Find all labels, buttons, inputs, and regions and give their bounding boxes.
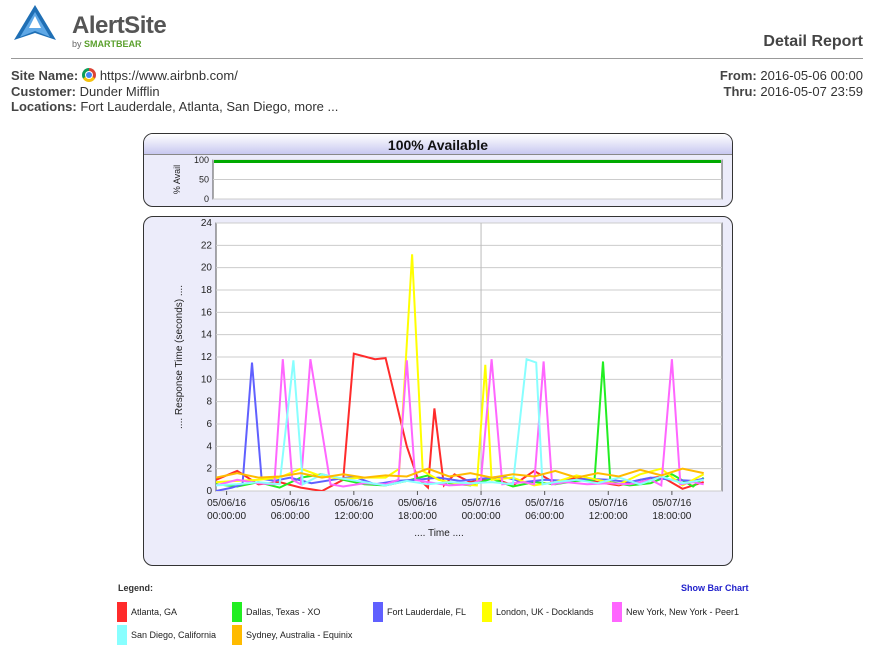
locations-label: Locations: xyxy=(11,99,77,114)
legend-swatch xyxy=(482,602,492,622)
customer-row: Customer: Dunder Mifflin xyxy=(11,84,338,100)
thru-row: Thru: 2016-05-07 23:59 xyxy=(720,83,864,100)
alertsite-logo: AlertSite by SMARTBEAR xyxy=(10,4,180,50)
response-y-tick-label: 16 xyxy=(201,307,213,318)
legend-label: Atlanta, GA xyxy=(131,607,178,617)
legend-label: Fort Lauderdale, FL xyxy=(387,607,467,617)
response-x-tick-time: 06:00:00 xyxy=(271,511,310,522)
response-x-tick-time: 18:00:00 xyxy=(398,511,437,522)
legend-item: Atlanta, GA xyxy=(117,602,177,622)
response-x-tick-label: 05/06/16 xyxy=(334,498,373,509)
from-value: 2016-05-06 00:00 xyxy=(760,68,863,83)
response-x-tick-time: 00:00:00 xyxy=(207,511,246,522)
response-x-tick-label: 05/07/16 xyxy=(652,498,691,509)
legend-swatch xyxy=(117,602,127,622)
availability-tick-label: 50 xyxy=(199,175,209,185)
response-y-tick-label: 0 xyxy=(206,486,212,497)
legend-item: Sydney, Australia - Equinix xyxy=(232,625,352,645)
page-title: Detail Report xyxy=(763,33,863,50)
customer-value: Dunder Mifflin xyxy=(79,83,160,99)
legend-swatch xyxy=(232,602,242,622)
legend-swatch xyxy=(232,625,242,645)
availability-tick-label: 0 xyxy=(204,194,209,204)
legend-item: London, UK - Docklands xyxy=(482,602,594,622)
response-y-tick-label: 12 xyxy=(201,352,213,363)
response-y-tick-label: 24 xyxy=(201,218,213,229)
thru-value: 2016-05-07 23:59 xyxy=(760,83,863,99)
alertsite-emblem-icon xyxy=(14,5,56,40)
thru-label: Thru: xyxy=(723,83,757,99)
response-series-group xyxy=(216,254,705,491)
response-y-tick-label: 22 xyxy=(201,240,213,251)
site-name-label: Site Name: xyxy=(11,68,79,83)
response-y-tick-label: 8 xyxy=(206,397,212,408)
availability-series-line xyxy=(214,160,721,163)
response-y-tick-label: 18 xyxy=(201,285,213,296)
response-y-tick-label: 4 xyxy=(206,441,212,452)
response-y-tick-label: 20 xyxy=(201,263,213,274)
response-x-tick-time: 12:00:00 xyxy=(334,511,373,522)
availability-panel: 100% Available 0 50 100 % Avail xyxy=(143,133,733,207)
response-x-tick-time: 00:00:00 xyxy=(462,511,501,522)
legend-item: Fort Lauderdale, FL xyxy=(373,602,466,622)
site-name-row: Site Name: https://www.airbnb.com/ xyxy=(11,68,338,84)
legend-label: San Diego, California xyxy=(131,630,217,640)
response-x-tick-label: 05/07/16 xyxy=(462,498,501,509)
response-y-axis-label: .... Response Time (seconds) .... xyxy=(174,285,185,429)
response-y-tick-label: 14 xyxy=(201,330,213,341)
from-row: From: 2016-05-06 00:00 xyxy=(720,68,863,84)
response-y-tick-label: 2 xyxy=(206,464,212,475)
response-x-tick-label: 05/06/16 xyxy=(398,498,437,509)
availability-tick-label: 100 xyxy=(194,155,209,165)
response-x-tick-time: 18:00:00 xyxy=(652,511,691,522)
from-label: From: xyxy=(719,68,757,83)
legend-label: London, UK - Docklands xyxy=(496,607,594,617)
response-x-tick-time: 12:00:00 xyxy=(589,511,628,522)
response-x-axis-label: .... Time .... xyxy=(414,528,463,539)
response-time-chart: 02468101214161820222405/06/1600:00:0005/… xyxy=(174,218,723,539)
locations-row: Locations: Fort Lauderdale, Atlanta, San… xyxy=(11,99,338,115)
response-x-tick-label: 05/06/16 xyxy=(207,498,246,509)
site-info: Site Name: https://www.airbnb.com/ Custo… xyxy=(11,68,338,115)
response-x-tick-time: 06:00:00 xyxy=(525,511,564,522)
availability-chart: 0 50 100 % Avail xyxy=(172,155,723,204)
response-y-tick-label: 10 xyxy=(201,374,213,385)
response-x-tick-label: 05/07/16 xyxy=(525,498,564,509)
series-line-6 xyxy=(216,357,704,487)
legend-item: New York, New York - Peer1 xyxy=(612,602,739,622)
site-name-value: https://www.airbnb.com/ xyxy=(99,68,238,83)
legend-swatch xyxy=(373,602,383,622)
legend-label: Sydney, Australia - Equinix xyxy=(246,630,353,640)
chrome-icon xyxy=(81,68,96,82)
legend-swatch xyxy=(117,625,127,645)
header-divider xyxy=(11,58,863,59)
legend-label: New York, New York - Peer1 xyxy=(626,607,740,617)
logo-byline: by SMARTBEAR xyxy=(72,39,142,49)
response-x-tick-label: 05/06/16 xyxy=(271,498,310,509)
legend-label: Dallas, Texas - XO xyxy=(246,607,321,617)
response-y-tick-label: 6 xyxy=(206,419,212,430)
legend-item: San Diego, California xyxy=(117,625,216,645)
legend-item: Dallas, Texas - XO xyxy=(232,602,320,622)
response-x-tick-label: 05/07/16 xyxy=(589,498,628,509)
locations-value: Fort Lauderdale, Atlanta, San Diego, mor… xyxy=(80,99,339,114)
availability-title: 100% Available xyxy=(144,134,732,155)
show-bar-chart-link[interactable]: Show Bar Chart xyxy=(681,583,749,593)
legend-swatch xyxy=(612,602,622,622)
logo-brand-name: AlertSite xyxy=(72,12,167,39)
response-time-panel: 0 2 4 6 8 10 12 14 16 18 20 22 24 05/06/16 00:00:00 05/… xyxy=(143,216,733,566)
availability-y-label: % Avail xyxy=(172,165,182,194)
period-info: From: 2016-05-06 00:00 Thru: 2016-05-07 … xyxy=(720,68,863,99)
customer-label: Customer: xyxy=(11,83,77,99)
legend-title: Legend: xyxy=(118,583,153,593)
series-line-7 xyxy=(216,467,704,479)
